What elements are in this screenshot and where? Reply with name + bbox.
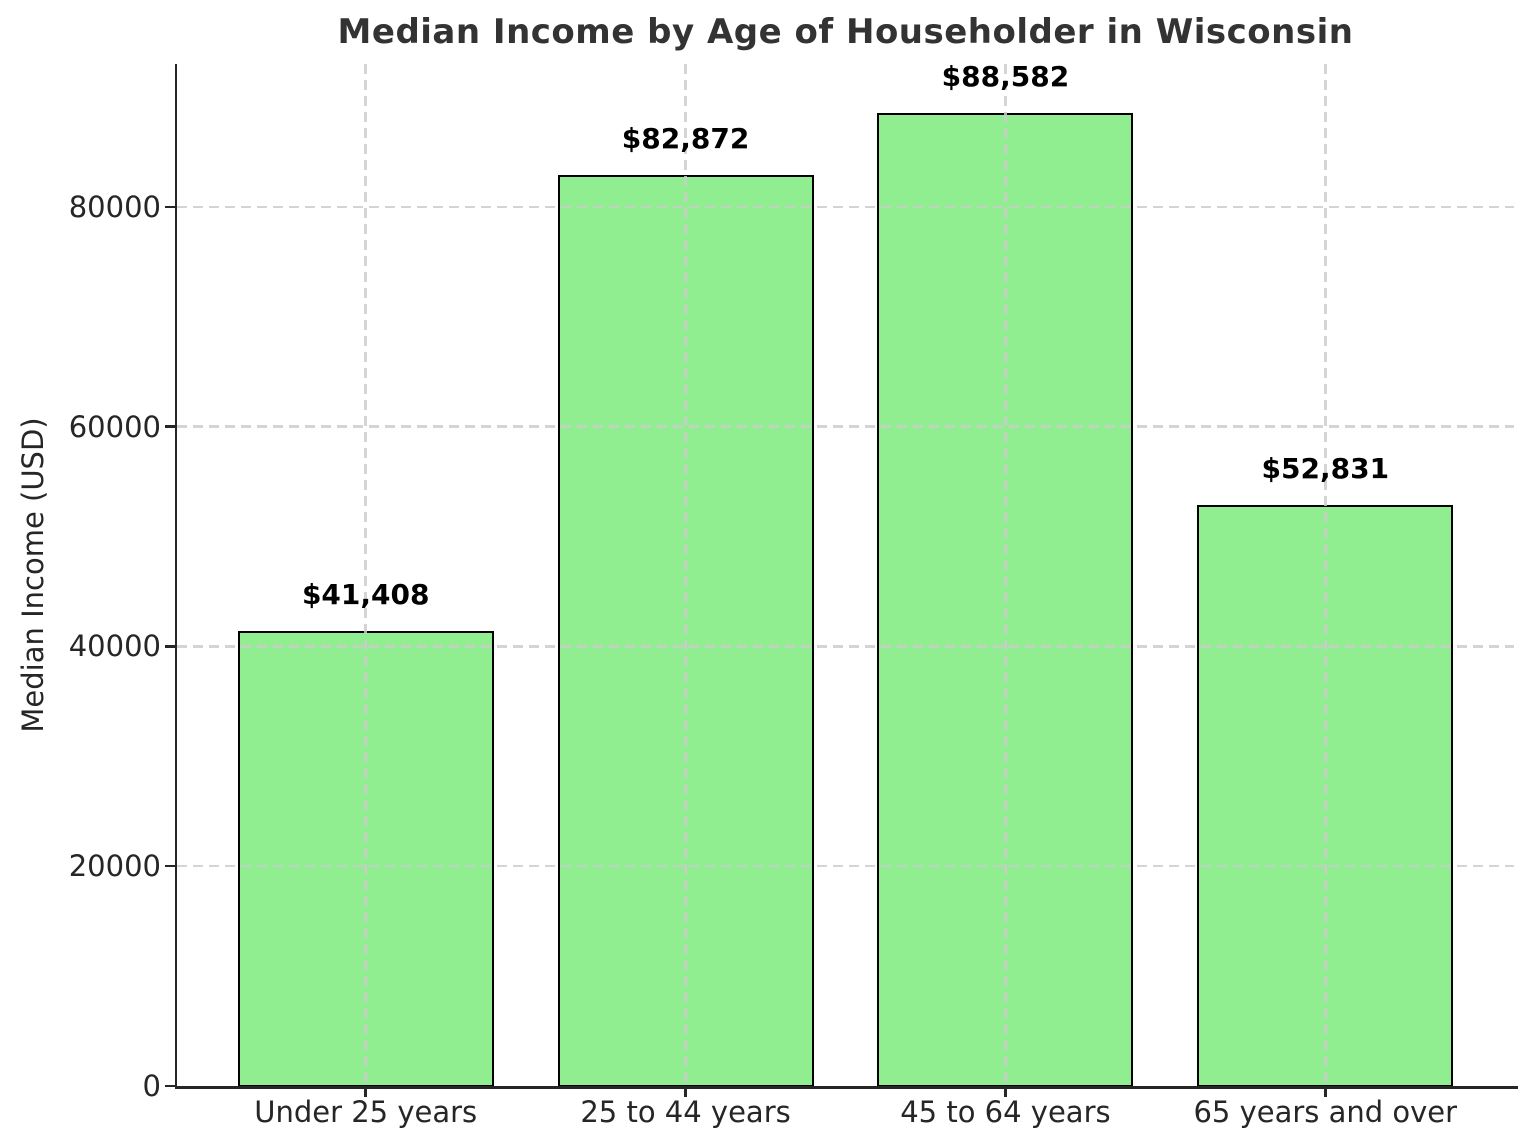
y-tick-label-0: 0 xyxy=(142,1069,161,1103)
gridline-x-25-to-44-years xyxy=(684,64,687,1086)
bar-value-label-45-to-64-years: $88,582 xyxy=(941,59,1070,93)
x-tick-65-years-and-over xyxy=(1324,1086,1327,1097)
gridline-x-45-to-64-years xyxy=(1004,64,1007,1086)
x-tick-label-under-25-years: Under 25 years xyxy=(254,1095,478,1129)
y-tick-20000 xyxy=(164,864,175,868)
gridline-x-under-25-years xyxy=(364,64,367,1086)
y-tick-80000 xyxy=(164,205,175,209)
gridline-y-20000 xyxy=(177,864,1514,868)
x-tick-label-65-years-and-over: 65 years and over xyxy=(1193,1095,1458,1129)
bar-value-label-65-years-and-over: $52,831 xyxy=(1261,452,1390,486)
y-tick-label-60000: 60000 xyxy=(68,409,161,444)
chart-title: Median Income by Age of Householder in W… xyxy=(337,12,1354,52)
x-tick-45-to-64-years xyxy=(1004,1086,1007,1097)
gridline-y-80000 xyxy=(177,205,1514,209)
gridline-x-65-years-and-over xyxy=(1324,64,1327,1086)
bar-value-label-25-to-44-years: $82,872 xyxy=(621,122,750,156)
plot-area xyxy=(164,64,1518,1097)
y-tick-label-40000: 40000 xyxy=(68,629,161,664)
gridline-y-40000 xyxy=(177,645,1514,648)
x-tick-under-25-years xyxy=(364,1086,367,1097)
y-tick-0 xyxy=(164,1084,175,1088)
x-axis-line xyxy=(174,1086,1518,1089)
x-tick-label-45-to-64-years: 45 to 64 years xyxy=(900,1095,1111,1129)
y-tick-60000 xyxy=(164,425,175,428)
gridline-y-60000 xyxy=(177,425,1514,428)
y-tick-label-20000: 20000 xyxy=(68,849,161,884)
y-axis-line xyxy=(174,64,177,1089)
y-tick-label-80000: 80000 xyxy=(68,189,161,224)
x-tick-label-25-to-44-years: 25 to 44 years xyxy=(580,1095,791,1129)
y-tick-40000 xyxy=(164,645,175,648)
x-tick-25-to-44-years xyxy=(684,1086,687,1097)
y-axis-label: Median Income (USD) xyxy=(16,417,50,733)
bar-value-label-under-25-years: $41,408 xyxy=(301,578,430,611)
